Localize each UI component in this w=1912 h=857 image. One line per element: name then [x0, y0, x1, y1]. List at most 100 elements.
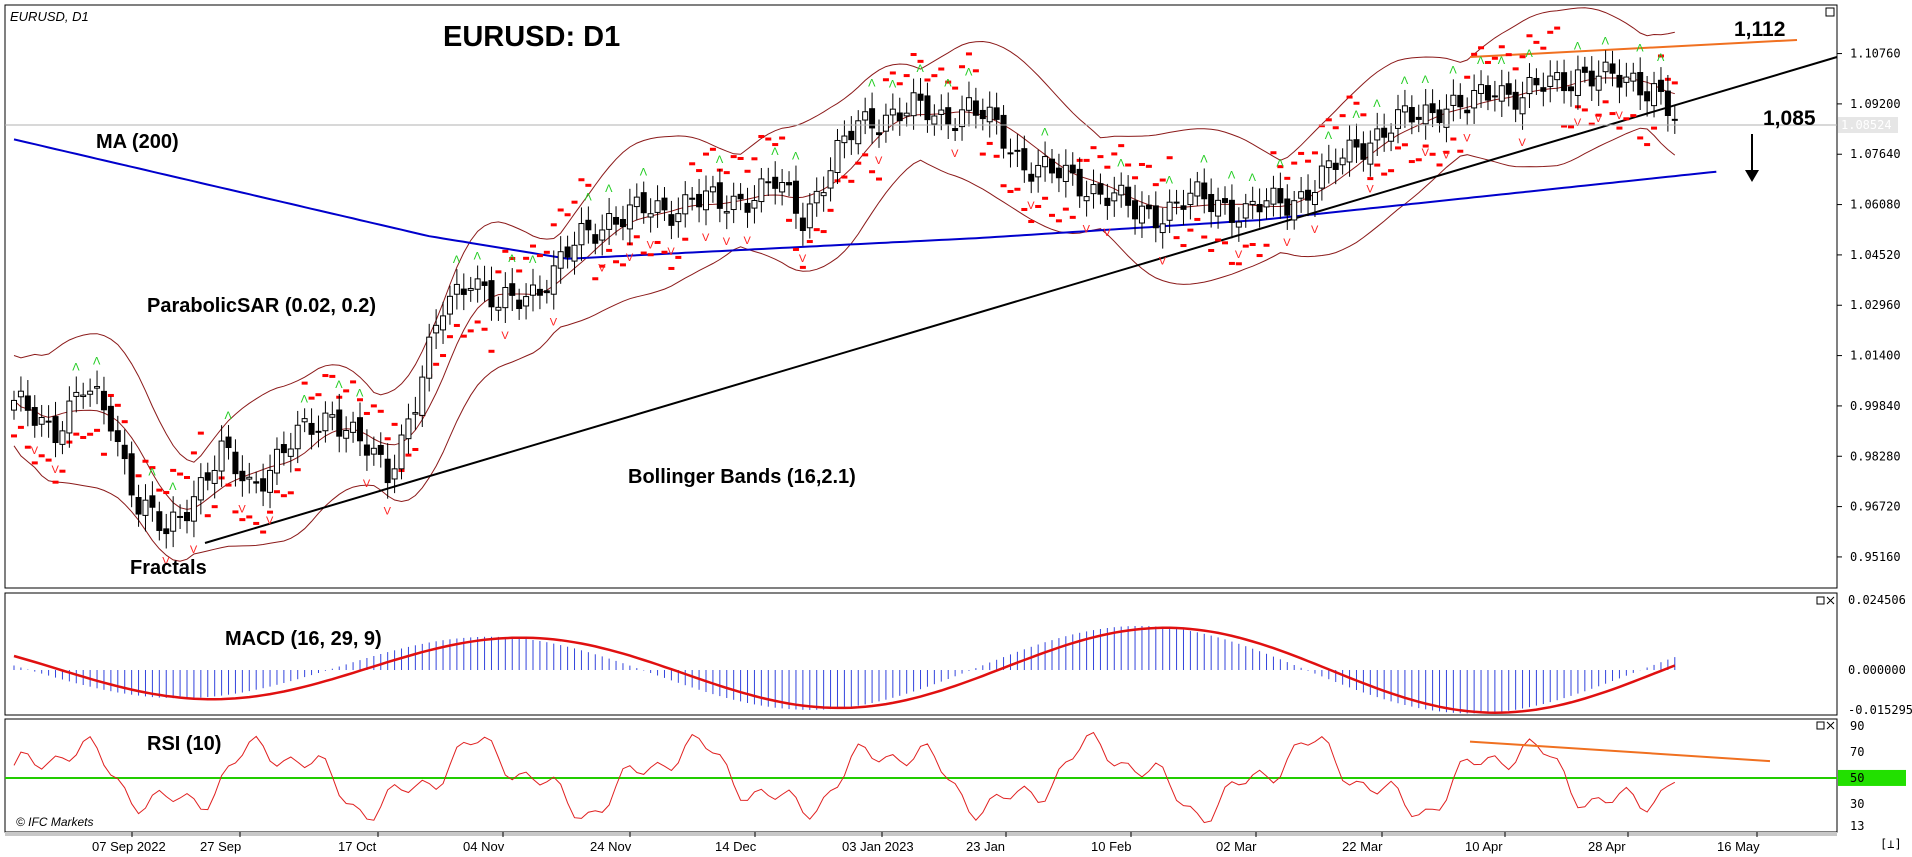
candle: [1609, 50, 1616, 87]
psar-dot: [253, 521, 260, 525]
candle: [1415, 104, 1422, 133]
psar-dot: [1263, 243, 1270, 247]
candle: [813, 177, 820, 217]
candle-body-down: [204, 472, 211, 481]
psar-dot: [1360, 113, 1367, 117]
psar-dot: [1484, 60, 1491, 64]
candle: [1484, 75, 1491, 111]
candle-body-up: [1235, 221, 1242, 228]
fractal-up: Λ: [1449, 64, 1457, 76]
psar-dot: [80, 435, 87, 439]
fractal-up: Λ: [605, 183, 613, 195]
psar-dot: [280, 494, 287, 498]
psar-dot: [682, 237, 689, 241]
fractal-down: V: [31, 445, 39, 457]
candle: [882, 103, 889, 143]
candle: [1000, 105, 1007, 159]
candle-body-up: [1187, 192, 1194, 206]
candle: [474, 265, 481, 303]
candle: [343, 416, 350, 453]
psar-dot: [1512, 67, 1519, 71]
psar-dot: [1014, 187, 1021, 191]
candle-body-up: [1623, 76, 1630, 83]
psar-dot: [1000, 184, 1007, 188]
candle: [1505, 71, 1512, 107]
candle: [945, 92, 952, 140]
macd-panel-window-icons[interactable]: [1816, 596, 1835, 605]
candle-body-down: [1657, 79, 1664, 92]
psar-dot: [87, 432, 94, 436]
candle-body-down: [31, 407, 38, 426]
psar-dot: [1187, 228, 1194, 232]
candle-body-down: [488, 280, 495, 308]
candle-body-up: [412, 412, 419, 415]
candle-body-up: [17, 390, 24, 398]
candle-body-up: [80, 394, 87, 398]
psar-dot: [370, 404, 377, 408]
psar-dot: [1415, 158, 1422, 162]
candle-body-down: [239, 470, 246, 482]
candle: [806, 193, 813, 239]
rsi-label: RSI (10): [147, 733, 221, 755]
macd-axis-label: -0.015295: [1848, 703, 1912, 717]
psar-dot: [1588, 122, 1595, 126]
candle: [66, 386, 73, 448]
candle: [1076, 157, 1083, 208]
candle: [1097, 173, 1104, 205]
psar-dot: [1616, 126, 1623, 130]
candle-body-down: [24, 395, 31, 411]
rsi-panel-window-icons[interactable]: [1816, 721, 1835, 730]
psar-dot: [841, 175, 848, 179]
candle-body-up: [1166, 201, 1173, 221]
candle-body-down: [792, 180, 799, 214]
psar-dot: [94, 428, 101, 432]
psar-dot: [959, 65, 966, 69]
psar-dot: [121, 420, 128, 424]
psar-dot: [1325, 118, 1332, 122]
psar-dot: [806, 240, 813, 244]
candle-body-down: [1637, 72, 1644, 96]
psar-dot: [1062, 207, 1069, 211]
psar-dot: [779, 136, 786, 140]
candle: [1623, 62, 1630, 97]
psar-dot: [530, 244, 536, 248]
fractal-up: Λ: [1249, 172, 1257, 184]
psar-dot: [1277, 165, 1284, 169]
candle-body-up: [841, 135, 848, 144]
candle: [1436, 99, 1443, 133]
psar-dot: [391, 422, 398, 426]
candle: [52, 401, 59, 458]
candle-body-up: [1498, 85, 1505, 102]
candle: [1401, 89, 1408, 128]
candle: [1526, 63, 1533, 108]
psar-dot: [606, 248, 613, 252]
psar-dot: [813, 228, 820, 232]
psar-dot: [668, 266, 675, 270]
rsi-trendline: [1469, 740, 1771, 763]
candle-body-up: [855, 120, 862, 145]
psar-dot: [550, 223, 557, 227]
candle: [1595, 60, 1602, 106]
psar-dot: [938, 67, 945, 71]
candle-body-up: [329, 414, 336, 418]
candle-body-up: [1443, 108, 1450, 128]
candle: [412, 396, 419, 430]
candle: [654, 185, 661, 228]
candle: [1657, 67, 1664, 105]
fractal-up: Λ: [1373, 98, 1381, 110]
candle-body-down: [260, 478, 267, 492]
psar-dot: [737, 156, 744, 160]
psar-dot: [1049, 213, 1055, 217]
candle-body-down: [107, 405, 114, 432]
candle-body-up: [633, 196, 640, 208]
main-panel-close-icon[interactable]: [1825, 7, 1835, 17]
candle-body-up: [142, 499, 149, 516]
psar-dot: [1339, 114, 1346, 118]
psar-dot: [1478, 46, 1485, 50]
candle: [737, 183, 744, 211]
scroll-end-icon[interactable]: [⊥]: [1880, 837, 1902, 851]
target-annotation: 1,085: [1763, 107, 1816, 130]
candle-body-up: [1547, 75, 1554, 87]
psar-dot: [543, 250, 550, 254]
candle: [799, 202, 806, 246]
